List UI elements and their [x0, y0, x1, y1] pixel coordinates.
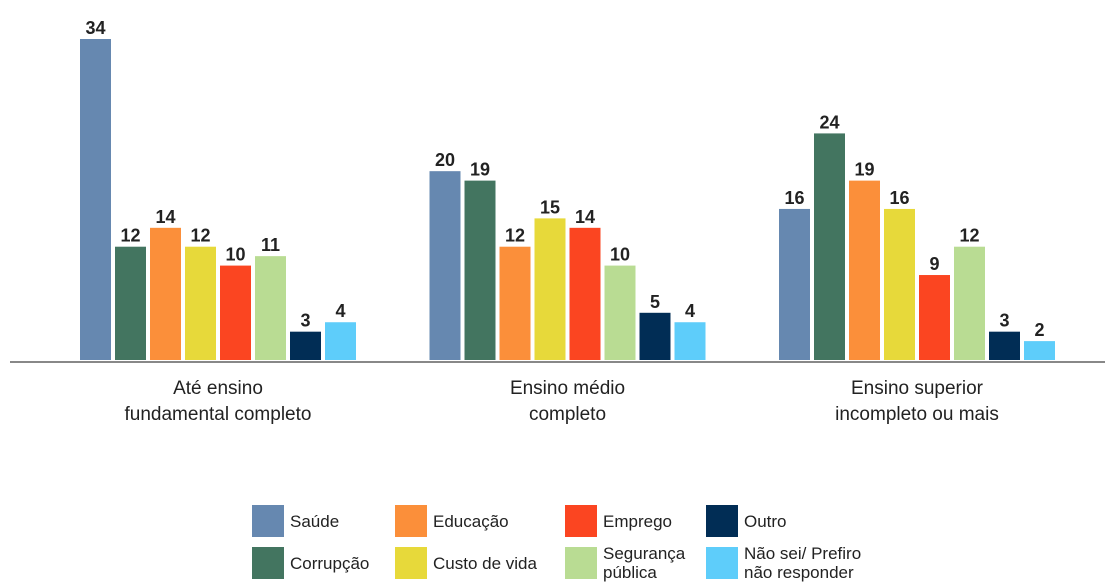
legend-swatch [706, 505, 738, 537]
bar [569, 227, 601, 360]
bar [115, 246, 146, 360]
bar [814, 133, 845, 360]
bar [220, 265, 251, 360]
value-label: 4 [685, 301, 695, 321]
value-label: 12 [505, 226, 525, 246]
bar [779, 208, 810, 360]
legend-label: Corrupção [290, 554, 369, 573]
bar [1024, 341, 1055, 360]
bar [989, 331, 1020, 360]
value-label: 19 [470, 160, 490, 180]
x-tick-label: Ensino superior incompleto ou mais [835, 378, 999, 425]
x-tick-label: Até ensino fundamental completo [125, 378, 312, 425]
bar [919, 275, 950, 360]
bar [290, 331, 321, 360]
value-label: 20 [435, 150, 455, 170]
bar [499, 246, 531, 360]
value-label: 14 [575, 207, 595, 227]
bar [80, 39, 111, 360]
value-label: 3 [300, 311, 310, 331]
legend-label: Educação [433, 512, 509, 531]
value-label: 16 [889, 188, 909, 208]
bar [255, 256, 286, 360]
value-label: 15 [540, 197, 560, 217]
value-label: 5 [650, 292, 660, 312]
legend-label: Emprego [603, 512, 672, 531]
bar [639, 312, 671, 360]
legend-swatch [252, 505, 284, 537]
bar [464, 180, 496, 360]
value-label: 12 [959, 226, 979, 246]
value-label: 10 [610, 245, 630, 265]
legend-swatch [395, 547, 427, 579]
value-label: 14 [155, 207, 175, 227]
value-label: 16 [784, 188, 804, 208]
value-label: 2 [1034, 320, 1044, 340]
bar [429, 171, 461, 360]
value-label: 10 [225, 245, 245, 265]
legend-swatch [706, 547, 738, 579]
value-label: 4 [335, 301, 345, 321]
legend-swatch [395, 505, 427, 537]
bar [954, 246, 985, 360]
bar [674, 322, 706, 360]
bar [325, 322, 356, 360]
bar [849, 180, 880, 360]
value-label: 19 [854, 160, 874, 180]
value-label: 34 [85, 18, 105, 38]
legend-label: Não sei/ Prefiro não responder [744, 544, 861, 582]
x-tick-label: Ensino médio completo [510, 378, 625, 425]
value-label: 24 [819, 112, 839, 132]
legend-swatch [565, 547, 597, 579]
value-label: 9 [929, 254, 939, 274]
value-label: 12 [190, 226, 210, 246]
bar [185, 246, 216, 360]
value-label: 11 [261, 235, 280, 255]
bar [604, 265, 636, 360]
legend-label: Segurança pública [603, 544, 686, 582]
legend-label: Custo de vida [433, 554, 537, 573]
legend-swatch [565, 505, 597, 537]
value-label: 3 [999, 311, 1009, 331]
legend-swatch [252, 547, 284, 579]
bar [884, 208, 915, 360]
bar [534, 218, 566, 360]
legend-label: Outro [744, 512, 787, 531]
bar [150, 227, 181, 360]
value-label: 12 [120, 226, 140, 246]
legend-label: Saúde [290, 512, 339, 531]
